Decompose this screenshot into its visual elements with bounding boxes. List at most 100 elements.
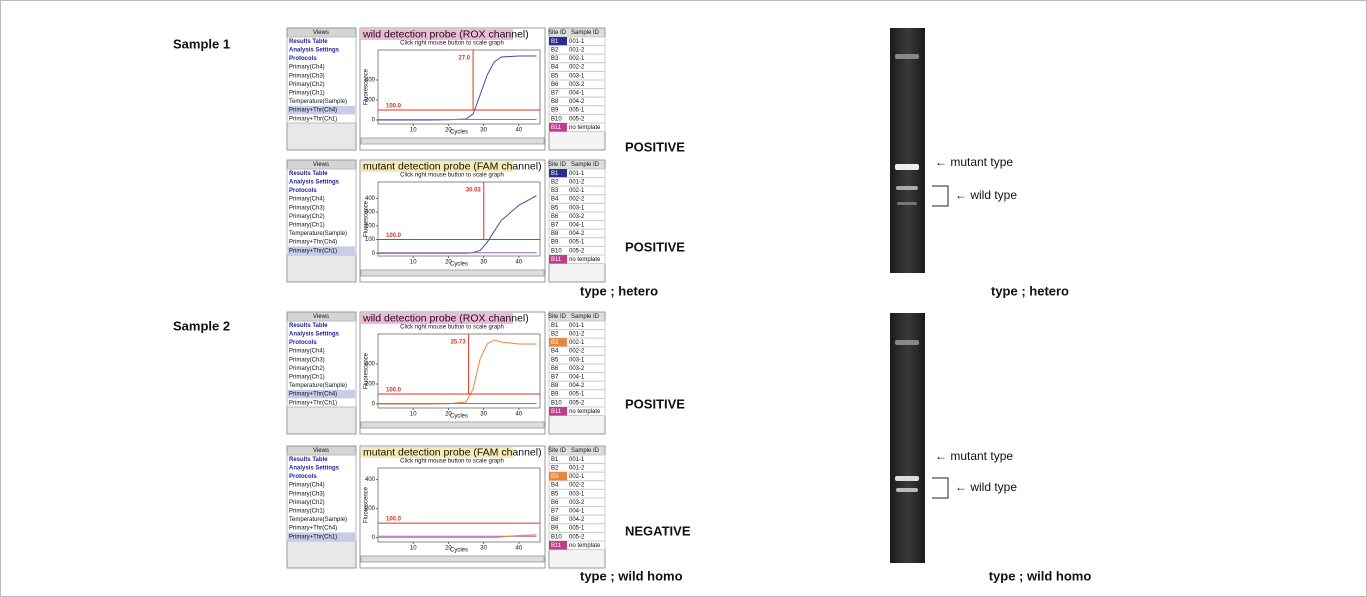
gel-image: [890, 313, 925, 563]
y-tick-label: 0: [372, 402, 376, 408]
view-item: Analysis Settings: [289, 179, 340, 185]
view-item: Primary(Ch1): [289, 508, 325, 514]
sample-id: 001-1: [569, 323, 585, 329]
result: POSITIVE: [625, 139, 685, 154]
view-item: Primary+Thr(Ch4): [289, 392, 337, 398]
site-id: B1: [551, 323, 559, 329]
sample-id: 003-2: [569, 82, 585, 88]
sample-id: 001-2: [569, 47, 585, 53]
sample-id: 002-1: [569, 188, 585, 194]
sample-id: 004-1: [569, 90, 585, 96]
sample-id: 004-2: [569, 99, 585, 105]
qpcr-type: type ; hetero: [580, 283, 658, 298]
threshold-label: 100.0: [386, 388, 402, 394]
views-title: Views: [313, 30, 329, 36]
view-item: Primary(Ch3): [289, 73, 325, 79]
site-id: B6: [551, 500, 559, 506]
view-item: Primary(Ch3): [289, 491, 325, 497]
bracket: [932, 185, 949, 207]
view-item: Primary(Ch2): [289, 500, 325, 506]
threshold-label: 100.0: [386, 104, 402, 110]
sample-id: 001-2: [569, 331, 585, 337]
result: POSITIVE: [625, 396, 685, 411]
x-tick-label: 20: [445, 546, 452, 552]
scrollbar: [360, 421, 545, 429]
sample-id: 003-1: [569, 357, 585, 363]
chart-title: mutant detection probe (FAM channel): [363, 446, 542, 458]
sample-id: 002-1: [569, 56, 585, 62]
ct-label: 27.0: [458, 56, 470, 62]
sample-id: 003-1: [569, 205, 585, 211]
selected-row: [549, 472, 567, 481]
view-item: Primary+Thr(Ch1): [289, 248, 337, 254]
site-id: B7: [551, 222, 559, 228]
site-id: B2: [551, 179, 559, 185]
table-header-cell: Sample ID: [571, 30, 600, 36]
site-id: B6: [551, 82, 559, 88]
sample-id: 002-1: [569, 340, 585, 346]
sample-id: 001-2: [569, 179, 585, 185]
sample-id: 004-2: [569, 231, 585, 237]
sample-id: 005-1: [569, 392, 585, 398]
y-tick-label: 300: [365, 210, 376, 216]
site-id: B9: [551, 526, 559, 532]
scrollbar: [360, 269, 545, 277]
sample-label: Sample 2: [173, 318, 230, 333]
view-item: Primary+Thr(Ch1): [289, 400, 337, 406]
gel-image: [890, 28, 925, 273]
sample-id: 005-2: [569, 534, 585, 540]
y-tick-label: 400: [365, 196, 376, 202]
sample-id: 005-2: [569, 400, 585, 406]
view-item: Primary(Ch3): [289, 205, 325, 211]
y-axis-label: Fluorescence: [364, 200, 370, 237]
sample-id: 004-2: [569, 517, 585, 523]
site-id: B10: [551, 116, 562, 122]
view-item: Primary(Ch3): [289, 357, 325, 363]
sample-id: 005-2: [569, 116, 585, 122]
plot-area: [377, 181, 541, 257]
x-tick-label: 40: [516, 128, 523, 134]
site-id: B3: [551, 474, 559, 480]
view-item: Results Table: [289, 457, 328, 463]
chart-subtitle: Click right mouse button to scale graph: [400, 41, 504, 47]
view-item: Results Table: [289, 39, 328, 45]
chart-subtitle: Click right mouse button to scale graph: [400, 173, 504, 179]
view-item: Primary+Thr(Ch4): [289, 526, 337, 532]
site-id: B8: [551, 99, 559, 105]
sample-id: 003-1: [569, 73, 585, 79]
view-item: Analysis Settings: [289, 465, 340, 471]
scrollbar: [360, 555, 545, 563]
site-id: B8: [551, 231, 559, 237]
x-axis-label: Cycles: [450, 414, 468, 420]
title-box: [361, 447, 513, 458]
x-tick-label: 20: [445, 412, 452, 418]
site-id: B4: [551, 483, 559, 489]
sample-label: Sample 1: [173, 36, 230, 51]
site-id: B8: [551, 517, 559, 523]
view-item: Protocols: [289, 188, 317, 194]
site-id: B5: [551, 205, 559, 211]
y-tick-label: 100: [365, 237, 376, 243]
x-tick-label: 30: [480, 412, 487, 418]
site-id: B1: [551, 39, 559, 45]
site-id: B7: [551, 374, 559, 380]
sample-id: 001-1: [569, 171, 585, 177]
site-id: B2: [551, 465, 559, 471]
sample-id: 003-1: [569, 491, 585, 497]
sample-id: 003-2: [569, 366, 585, 372]
x-axis-label: Cycles: [450, 130, 468, 136]
table-header-cell: Sample ID: [571, 314, 600, 320]
view-item: Temperature(Sample): [289, 383, 347, 389]
view-item: Primary(Ch1): [289, 374, 325, 380]
selected-row: [549, 169, 567, 178]
sample-id: 004-1: [569, 374, 585, 380]
site-id: B9: [551, 240, 559, 246]
sample-id: 003-2: [569, 214, 585, 220]
result: NEGATIVE: [625, 523, 691, 538]
view-item: Primary(Ch4): [289, 483, 325, 489]
sample-id: 001-1: [569, 39, 585, 45]
views-title: Views: [313, 162, 329, 168]
view-item: Primary(Ch4): [289, 349, 325, 355]
ct-label: 30.03: [466, 188, 482, 194]
